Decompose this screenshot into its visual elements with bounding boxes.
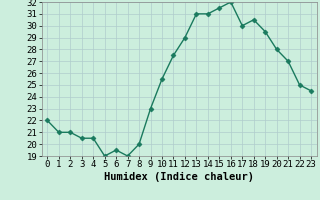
X-axis label: Humidex (Indice chaleur): Humidex (Indice chaleur)	[104, 172, 254, 182]
